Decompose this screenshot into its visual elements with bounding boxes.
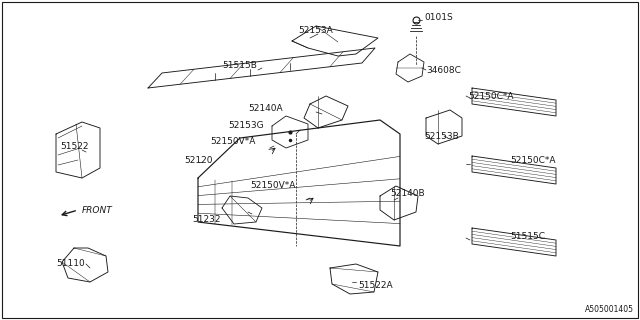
Text: 52150V*A: 52150V*A <box>210 137 255 146</box>
Text: 52120: 52120 <box>184 156 212 164</box>
Text: 52140A: 52140A <box>248 103 283 113</box>
Text: 52140B: 52140B <box>390 188 424 197</box>
Text: 52153A: 52153A <box>298 26 333 35</box>
Text: 51522: 51522 <box>60 141 88 150</box>
Text: 51232: 51232 <box>192 214 221 223</box>
Text: 34608C: 34608C <box>426 66 461 75</box>
Text: FRONT: FRONT <box>82 205 113 214</box>
Text: 51522A: 51522A <box>358 282 392 291</box>
Text: 52150V*A: 52150V*A <box>250 180 296 189</box>
Text: 51515C: 51515C <box>510 231 545 241</box>
Text: 52153G: 52153G <box>228 121 264 130</box>
Text: 0101S: 0101S <box>424 12 452 21</box>
Text: 52153B: 52153B <box>424 132 459 140</box>
Text: 51515B: 51515B <box>222 60 257 69</box>
Text: A505001405: A505001405 <box>585 305 634 314</box>
Text: 52150C*A: 52150C*A <box>510 156 556 164</box>
Text: 51110: 51110 <box>56 259 84 268</box>
Text: 52150C*A: 52150C*A <box>468 92 513 100</box>
